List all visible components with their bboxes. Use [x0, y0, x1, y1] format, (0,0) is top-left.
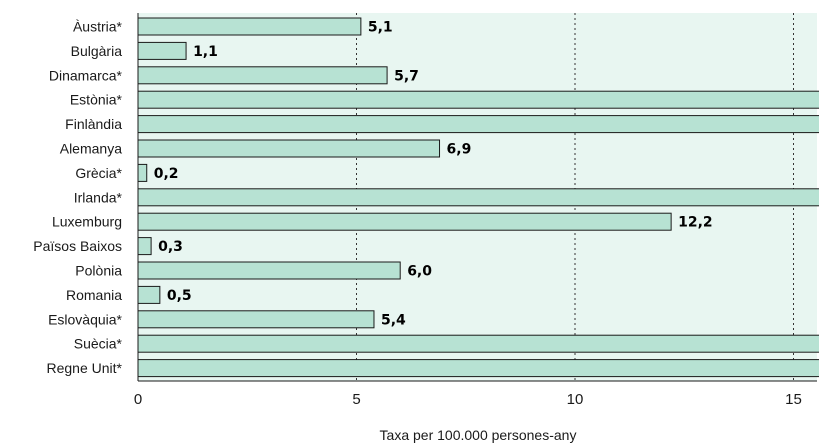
category-label: Eslovàquia* [48, 311, 122, 327]
category-label: Luxemburg [52, 214, 122, 230]
category-label: Estònia* [70, 92, 123, 108]
category-label: Dinamarca* [49, 67, 123, 83]
bars [137, 17, 819, 378]
bar [137, 188, 819, 207]
bar [137, 139, 441, 158]
bar [137, 115, 819, 134]
category-label: Bulgària [71, 43, 123, 59]
bar [137, 41, 187, 60]
bar [137, 334, 819, 353]
bar [137, 66, 388, 85]
category-label: Alemanya [60, 141, 122, 157]
bar [137, 212, 672, 231]
x-tick-label: 0 [134, 391, 142, 408]
bar [137, 90, 819, 109]
category-label: Irlanda* [74, 189, 123, 205]
value-label: 0,2 [154, 166, 179, 182]
value-label: 5,1 [368, 20, 393, 36]
bar [137, 163, 148, 182]
category-label: Romania [66, 287, 122, 303]
x-tick-labels: 051015202530 [134, 391, 802, 408]
value-label: 6,9 [447, 142, 472, 158]
category-label: Àustria* [73, 19, 123, 35]
value-label: 6,0 [407, 264, 432, 280]
value-label: 12,2 [678, 215, 713, 231]
category-label: Països Baixos [33, 238, 122, 254]
category-label: Finlàndia [65, 116, 122, 132]
category-labels: Àustria* Bulgària Dinamarca* Estònia* Finlàn… [33, 19, 122, 377]
value-label: 0,3 [158, 239, 183, 255]
bar [137, 285, 161, 304]
bar [137, 261, 401, 280]
x-tick-label: 10 [567, 391, 584, 408]
bar [137, 310, 375, 329]
category-label: Regne Unit* [47, 360, 123, 376]
value-labels: 5,11,15,716,621,26,90,229,112,20,36,00,5… [154, 20, 713, 329]
value-label: 0,5 [167, 288, 192, 304]
bar [137, 237, 152, 256]
x-tick-label: 15 [785, 391, 802, 408]
value-label: 1,1 [193, 44, 218, 60]
x-tick-label: 5 [352, 391, 360, 408]
bar [137, 359, 819, 378]
x-axis-label: Taxa per 100.000 persones-any [380, 427, 577, 443]
category-label: Suècia* [74, 336, 123, 352]
value-label: 5,4 [381, 312, 406, 328]
value-label: 5,7 [394, 68, 419, 84]
bar [137, 17, 362, 36]
category-label: Polònia [75, 263, 122, 279]
category-label: Grècia* [75, 165, 122, 181]
